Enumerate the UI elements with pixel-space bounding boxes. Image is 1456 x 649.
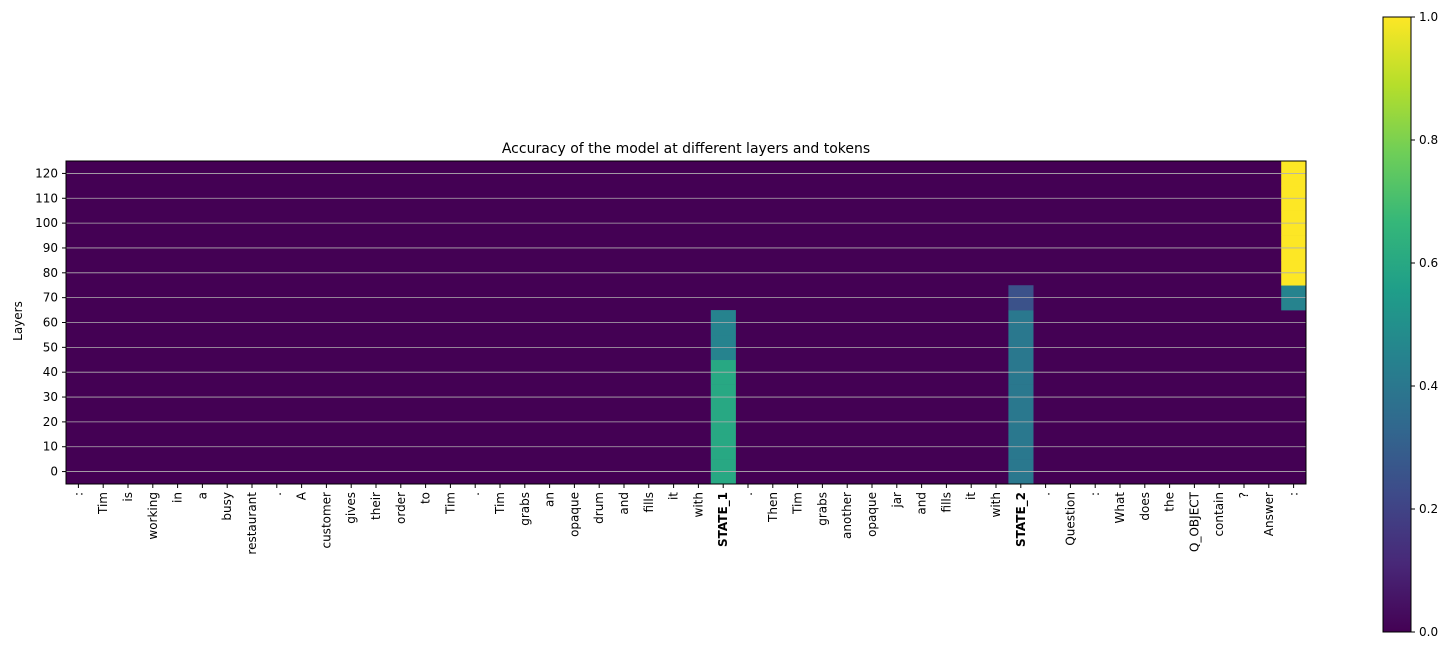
colorbar: 0.0 0.2 0.4 0.6 0.8 1.0 [1382, 10, 1438, 639]
colorbar-tick-label-5: 1.0 [1419, 10, 1438, 24]
x-tick-label-36: it [964, 492, 978, 500]
x-tick-label-22: and [617, 492, 631, 515]
x-tick-label-31: another [840, 492, 854, 539]
x-tick-label-24: it [667, 492, 681, 500]
chart-title: Accuracy of the model at different layer… [502, 141, 870, 157]
colorbar-tick-label-4: 0.8 [1419, 133, 1438, 147]
y-tick-label-100: 100 [35, 216, 58, 230]
y-axis-label: Layers [11, 301, 25, 341]
x-tick-label-14: to [419, 492, 433, 504]
y-tick-label-10: 10 [43, 440, 58, 454]
y-tick-label-50: 50 [43, 340, 58, 354]
colorbar-tick-label-0: 0.0 [1419, 625, 1438, 639]
colorbar-tick-label-2: 0.4 [1419, 379, 1438, 393]
x-tick-label-15: Tim [443, 492, 457, 515]
x-tick-label-9: A [295, 491, 309, 500]
x-tick-label-18: grabs [518, 492, 532, 526]
x-tick-label-16: . [468, 492, 482, 496]
x-tick-label-37: with [989, 492, 1003, 517]
y-tick-label-90: 90 [43, 241, 58, 255]
x-tick-label-1: Tim [96, 492, 110, 515]
x-tick-label-34: and [915, 492, 929, 515]
x-tick-label-40: Question [1063, 492, 1077, 546]
x-tick-label-0: : [71, 492, 85, 496]
x-tick-label-21: drum [592, 492, 606, 524]
x-tick-label-49: : [1287, 492, 1301, 496]
x-tick-label-39: . [1039, 492, 1053, 496]
x-tick-label-6: busy [220, 492, 234, 521]
x-tick-label-12: their [369, 492, 383, 520]
x-tick-label-44: the [1163, 492, 1177, 512]
x-tick-label-42: What [1113, 492, 1127, 524]
y-tick-label-30: 30 [43, 390, 58, 404]
y-tick-label-60: 60 [43, 316, 58, 330]
x-tick-label-19: an [543, 492, 557, 507]
x-tick-label-29: Tim [791, 492, 805, 515]
x-tick-label-20: opaque [567, 492, 581, 537]
x-tick-label-30: grabs [815, 492, 829, 526]
colorbar-ticks: 0.0 0.2 0.4 0.6 0.8 1.0 [1411, 10, 1438, 639]
x-tick-label-7: restaurant [245, 492, 259, 555]
x-tick-label-2: is [121, 492, 135, 502]
colorbar-tick-label-3: 0.6 [1419, 256, 1438, 270]
x-tick-label-25: with [691, 492, 705, 517]
x-tick-label-32: opaque [865, 492, 879, 537]
y-tick-label-20: 20 [43, 415, 58, 429]
x-tick-label-23: fills [642, 492, 656, 512]
x-tick-label-3: working [146, 492, 160, 540]
x-tick-label-5: a [195, 492, 209, 499]
x-tick-label-48: Answer [1262, 492, 1276, 536]
y-tick-label-70: 70 [43, 291, 58, 305]
x-tick-label-17: Tim [493, 492, 507, 515]
x-tick-label-47: ? [1237, 492, 1251, 498]
grid-lines [66, 173, 1306, 472]
x-tick-label-45: Q_OBJECT [1187, 491, 1201, 552]
x-tick-label-41: : [1088, 492, 1102, 496]
x-tick-label-11: gives [344, 492, 358, 524]
colorbar-tick-label-1: 0.2 [1419, 502, 1438, 516]
x-tick-label-8: . [270, 492, 284, 496]
x-tick-label-46: contain [1212, 492, 1226, 537]
x-tick-label-43: does [1138, 492, 1152, 521]
y-axis: 0 10 20 30 40 50 60 70 80 90 100 110 120 [35, 166, 66, 479]
y-tick-label-0: 0 [50, 465, 58, 479]
y-tick-label-110: 110 [35, 191, 58, 205]
x-tick-label-27: . [741, 492, 755, 496]
y-tick-label-80: 80 [43, 266, 58, 280]
colorbar-gradient [1382, 16, 1412, 633]
y-tick-label-120: 120 [35, 166, 58, 180]
x-tick-label-4: in [171, 492, 185, 503]
x-tick-label-38: STATE_2 [1014, 492, 1029, 547]
x-tick-label-13: order [394, 492, 408, 524]
x-tick-label-28: Then [766, 492, 780, 523]
x-tick-label-33: jar [890, 492, 904, 509]
x-tick-label-10: customer [319, 492, 333, 549]
y-tick-label-40: 40 [43, 365, 58, 379]
x-tick-label-26: STATE_1 [716, 492, 731, 547]
x-tick-label-35: fills [939, 492, 953, 512]
